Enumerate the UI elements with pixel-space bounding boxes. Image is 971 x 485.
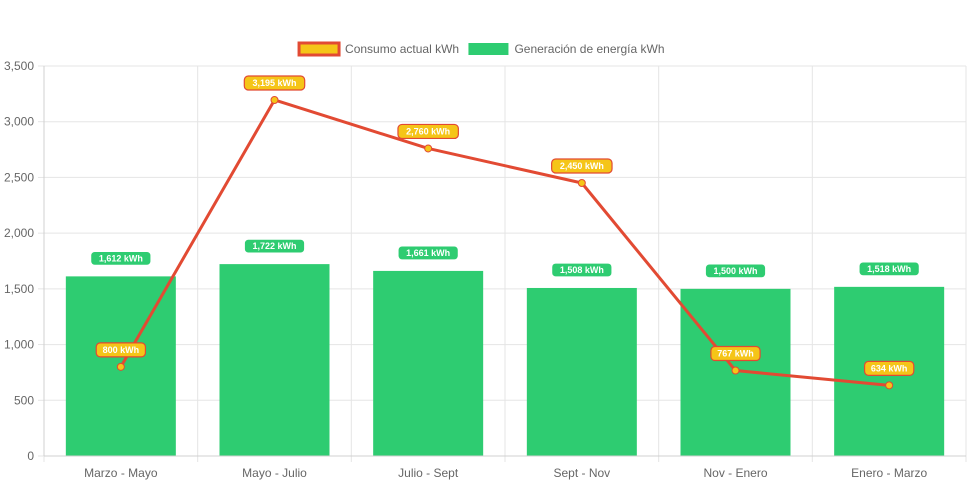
x-tick-label: Mayo - Julio <box>242 466 307 480</box>
line-data-label-bg <box>710 345 761 362</box>
line-data-label: 634 kWh <box>871 363 908 373</box>
legend-label: Generación de energía kWh <box>514 42 664 56</box>
y-tick-label: 2,500 <box>4 170 34 184</box>
legend-item[interactable]: Generación de energía kWh <box>468 42 665 56</box>
bar-data-label-bg <box>243 238 306 254</box>
axes: 0 500 1,000 1,500 2,000 2,500 3,000 3,500 Marzo … <box>4 59 966 480</box>
x-tick-label: Marzo - Mayo <box>84 466 158 480</box>
bar[interactable] <box>526 287 637 456</box>
x-tick-label: Sept - Nov <box>553 466 610 480</box>
line-series <box>116 95 894 390</box>
line-data-label-bg <box>863 360 915 376</box>
bar[interactable] <box>219 264 330 456</box>
line-data-label: 2,760 kWh <box>406 126 450 136</box>
line-data-label: 767 kWh <box>717 349 754 359</box>
bar[interactable] <box>373 270 484 456</box>
x-tick-label: Julio - Sept <box>398 466 459 480</box>
line-data-label: 800 kWh <box>103 345 140 355</box>
line-point[interactable] <box>116 362 125 371</box>
y-tick-label: 500 <box>14 393 34 407</box>
legend-swatch <box>297 41 341 57</box>
x-tick-label: Enero - Marzo <box>851 466 927 480</box>
line-data-label: 2,450 kWh <box>560 161 604 171</box>
line-data-label-bg <box>243 75 306 91</box>
bar-data-label: 1,500 kWh <box>713 266 757 276</box>
bar-data-label: 1,508 kWh <box>560 265 604 275</box>
line-point[interactable] <box>270 95 279 104</box>
y-tick-label: 3,500 <box>4 59 34 73</box>
line-point[interactable] <box>424 144 433 153</box>
legend-item[interactable]: Consumo actual kWh <box>297 41 459 57</box>
line-path <box>119 98 890 387</box>
bar-data-label-bg <box>858 261 920 277</box>
line-point[interactable] <box>577 179 586 187</box>
data-labels: 1,612 kWh 1,722 kWh 1,661 kWh 1,508 kWh 1,50… <box>90 75 920 376</box>
line-point[interactable] <box>731 366 740 375</box>
y-tick-label: 3,000 <box>4 115 34 129</box>
legend[interactable]: Consumo actual kWh Generación de energía … <box>297 41 665 57</box>
bar-data-label: 1,518 kWh <box>867 264 911 274</box>
bar-data-label: 1,661 kWh <box>406 248 450 258</box>
line-point[interactable] <box>885 381 894 390</box>
legend-label: Consumo actual kWh <box>345 42 459 56</box>
y-tick-label: 0 <box>27 449 34 463</box>
line-data-label-bg <box>397 123 459 140</box>
bar-data-label: 1,612 kWh <box>99 253 143 263</box>
bar-data-label: 1,722 kWh <box>252 241 296 251</box>
line-data-label-bg <box>551 158 613 174</box>
legend-swatch <box>468 43 509 55</box>
y-tick-label: 1,500 <box>4 282 34 296</box>
y-tick-label: 2,000 <box>4 226 34 240</box>
bar-data-label-bg <box>397 245 459 261</box>
bar-data-label-bg <box>90 250 152 266</box>
x-tick-label: Nov - Enero <box>703 466 767 480</box>
line-data-label: 3,195 kWh <box>252 78 296 88</box>
bar-data-label-bg <box>704 263 767 279</box>
bar-data-label-bg <box>551 262 613 278</box>
line-data-label-bg <box>95 342 147 358</box>
y-tick-label: 1,000 <box>4 338 34 352</box>
grid <box>43 65 967 462</box>
